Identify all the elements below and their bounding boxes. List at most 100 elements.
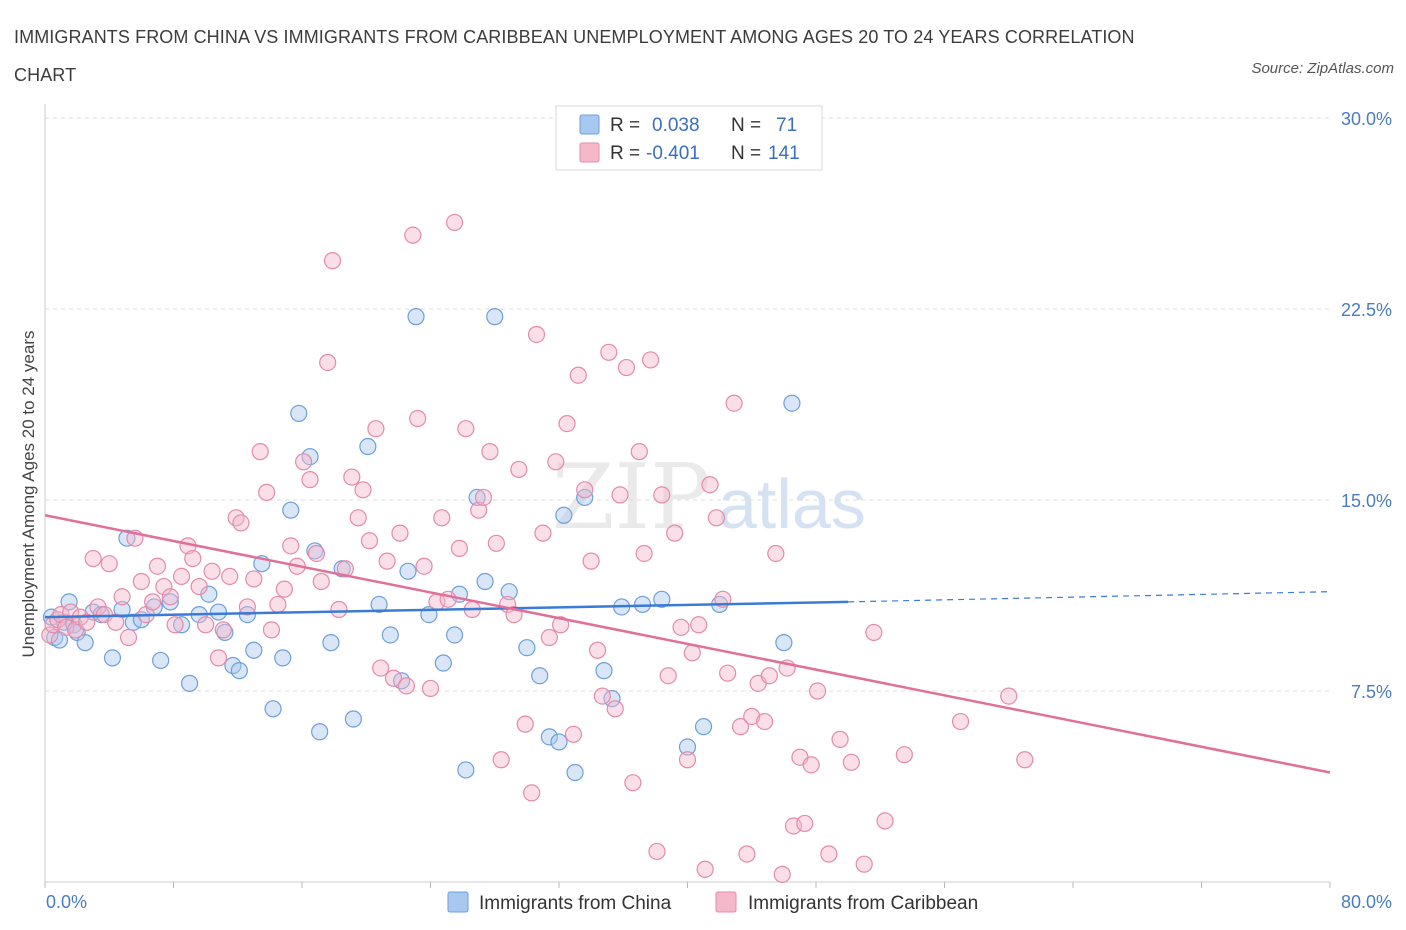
y-tick-label: 30.0%: [1341, 109, 1392, 129]
caribbean-point: [203, 562, 221, 580]
chart-title: IMMIGRANTS FROM CHINA VS IMMIGRANTS FROM…: [14, 27, 1135, 85]
caribbean-point: [166, 616, 184, 634]
caribbean-point: [354, 481, 372, 499]
caribbean-point: [600, 343, 618, 361]
caribbean-point: [41, 626, 59, 644]
caribbean-point: [307, 544, 326, 563]
caribbean-point: [865, 623, 883, 642]
legend-swatch-china: [579, 114, 600, 135]
y-tick-label: 15.0%: [1341, 491, 1392, 511]
y-tick-labels: 7.5% 15.0% 22.5% 30.0%: [1341, 109, 1392, 702]
legend-n-china: 71: [776, 115, 797, 136]
bottom-legend: Immigrants from China Immigrants from Ca…: [447, 891, 978, 914]
caribbean-point: [611, 486, 629, 504]
caribbean-point: [773, 865, 791, 883]
caribbean-point: [148, 557, 167, 575]
caribbean-point: [132, 572, 150, 591]
caribbean-point: [760, 667, 779, 685]
y-axis-label: Unemployment Among Ages 20 to 24 years: [19, 331, 38, 658]
caribbean-point: [719, 664, 737, 682]
legend-n-caribbean: 141: [768, 143, 800, 164]
legend-r-label-china: R =: [610, 115, 640, 136]
bottom-legend-swatch-caribbean: [715, 891, 737, 913]
caribbean-point: [301, 471, 319, 489]
y-tick-label: 22.5%: [1341, 300, 1392, 320]
caribbean-point: [617, 358, 636, 377]
caribbean-point: [564, 725, 583, 743]
china-point: [103, 649, 122, 667]
caribbean-point: [725, 394, 743, 412]
caribbean-point: [510, 460, 528, 479]
china-point: [500, 583, 518, 601]
china-point: [476, 572, 494, 591]
caribbean-point: [666, 524, 684, 542]
caribbean-point: [558, 415, 576, 433]
caribbean-point: [227, 509, 245, 527]
caribbean-point: [527, 325, 546, 344]
china-point: [407, 308, 425, 326]
caribbean-point: [421, 679, 440, 698]
caribbean-point: [588, 641, 607, 659]
caribbean-point: [295, 453, 313, 471]
china-point: [230, 662, 248, 680]
china-point: [566, 763, 584, 782]
caribbean-point: [113, 588, 131, 606]
china-point: [209, 603, 228, 621]
caribbean-point: [269, 595, 287, 614]
china-point: [633, 595, 652, 614]
china-point: [264, 700, 282, 718]
caribbean-point: [445, 213, 464, 232]
caribbean-point: [232, 514, 250, 532]
china-point: [172, 616, 191, 634]
axes: [44, 104, 1331, 888]
caribbean-point: [190, 577, 208, 596]
caribbean-point: [391, 524, 409, 542]
china-point: [282, 501, 300, 519]
caribbean-point: [415, 557, 433, 575]
caribbean-point: [155, 577, 173, 596]
china-point: [76, 634, 94, 652]
watermark-atlas: atlas: [718, 465, 866, 543]
caribbean-point: [312, 572, 330, 591]
caribbean-point: [842, 753, 860, 771]
caribbean-point: [214, 621, 232, 639]
legend-swatch-caribbean: [579, 142, 600, 163]
caribbean-point: [78, 613, 96, 631]
china-point: [694, 718, 713, 736]
caribbean-point: [349, 509, 367, 527]
watermark-zip: ZIP: [552, 445, 711, 550]
legend-r-caribbean: -0.401: [646, 143, 700, 164]
caribbean-point: [876, 812, 894, 830]
china-point: [603, 690, 621, 708]
caribbean-point: [820, 845, 838, 863]
caribbean-trend-line: [44, 514, 1331, 774]
caribbean-point: [487, 534, 505, 552]
caribbean-point: [641, 351, 660, 369]
caribbean-point: [360, 532, 379, 550]
caribbean-point: [57, 618, 75, 636]
caribbean-point: [378, 552, 396, 570]
bottom-legend-swatch-china: [447, 891, 469, 913]
caribbean-point: [144, 593, 162, 611]
china-point: [595, 662, 613, 680]
caribbean-point: [701, 476, 719, 494]
caribbean-point: [107, 613, 125, 631]
caribbean-point: [433, 509, 451, 527]
caribbean-point: [397, 677, 416, 695]
china-trend-extension: [848, 591, 1331, 603]
china-trend-line: [44, 600, 849, 619]
caribbean-point: [831, 730, 849, 748]
china-point: [445, 626, 464, 644]
caribbean-point: [895, 746, 913, 764]
china-point: [344, 710, 362, 728]
china-point: [531, 667, 549, 685]
caribbean-point: [323, 252, 342, 270]
china-point: [180, 674, 199, 692]
caribbean-point: [653, 486, 671, 504]
bottom-legend-label-caribbean: Immigrants from Caribbean: [748, 893, 978, 914]
caribbean-point: [624, 774, 642, 792]
caribbean-point: [576, 481, 594, 499]
china-point: [216, 623, 234, 642]
china-point: [486, 308, 504, 326]
caribbean-point: [367, 420, 385, 438]
